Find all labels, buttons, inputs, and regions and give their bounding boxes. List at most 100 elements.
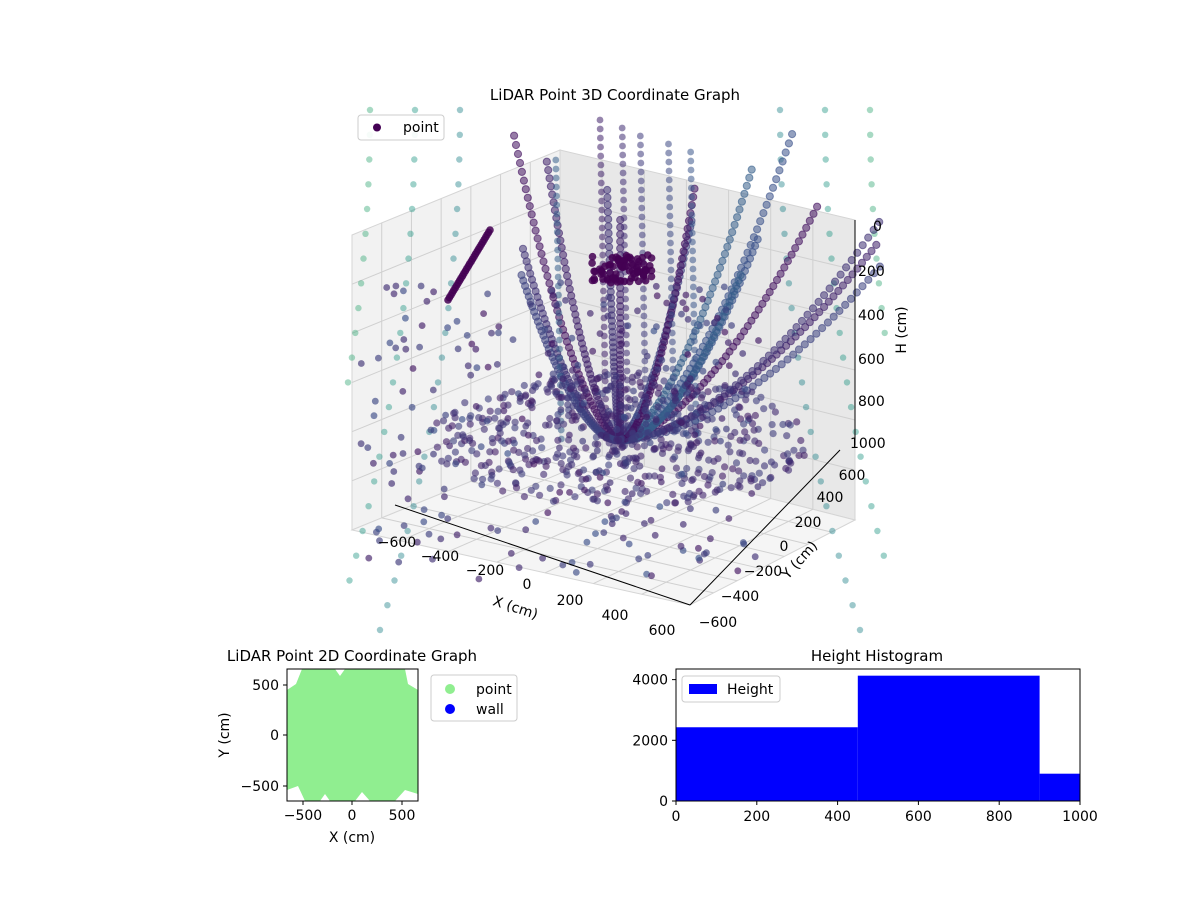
x-tick-label: 600 — [649, 623, 676, 639]
histogram-bar — [857, 675, 1040, 801]
data-point — [456, 106, 464, 114]
data-point — [682, 430, 690, 437]
data-point — [461, 458, 469, 466]
data-point — [724, 441, 732, 449]
data-point — [864, 275, 873, 284]
data-point — [760, 405, 768, 413]
data-point — [542, 157, 551, 166]
data-point — [712, 426, 720, 433]
data-point — [695, 554, 703, 562]
data-point — [666, 221, 674, 229]
data-point — [470, 475, 478, 483]
data-point — [539, 554, 546, 562]
data-point — [761, 446, 769, 454]
data-point — [529, 457, 537, 465]
data-point — [597, 401, 605, 409]
data-point — [400, 304, 407, 312]
data-point — [788, 130, 797, 139]
data-point — [725, 235, 734, 244]
data-point — [751, 553, 759, 561]
data-point — [740, 420, 748, 428]
data-point — [712, 506, 720, 514]
data-point — [651, 445, 660, 453]
data-point — [469, 439, 477, 447]
data-point — [570, 452, 578, 459]
data-point — [371, 478, 378, 485]
data-point — [683, 224, 692, 233]
data-point — [800, 340, 809, 349]
data-point — [385, 403, 393, 411]
data-point — [371, 397, 379, 405]
data-point — [641, 339, 648, 347]
data-point — [690, 301, 698, 309]
histogram-title: Height Histogram — [811, 647, 943, 665]
data-point — [768, 421, 776, 429]
data-point — [690, 412, 698, 421]
data-point — [568, 334, 576, 342]
x-tick-label: 0 — [348, 808, 357, 824]
data-point — [536, 491, 544, 499]
histogram-bar — [676, 727, 858, 801]
data-point — [430, 450, 437, 458]
data-point — [848, 270, 857, 279]
data-point — [515, 448, 523, 456]
data-point — [644, 552, 652, 559]
gap — [320, 794, 330, 801]
data-point — [690, 292, 697, 300]
data-point — [818, 324, 827, 333]
data-point — [544, 388, 552, 396]
data-point — [596, 134, 604, 142]
data-point — [718, 472, 727, 480]
data-point — [357, 440, 365, 448]
data-point — [828, 255, 835, 262]
data-point — [416, 478, 423, 485]
data-point — [344, 379, 352, 386]
data-point — [452, 460, 459, 468]
y-axis-label-2d: Y (cm) — [217, 712, 233, 758]
data-point — [682, 291, 690, 299]
data-point — [389, 451, 397, 459]
data-point — [561, 264, 570, 273]
data-point — [418, 464, 426, 472]
data-point — [675, 268, 684, 277]
data-point — [588, 252, 597, 261]
data-point — [711, 437, 719, 445]
data-point — [574, 391, 582, 399]
data-point — [875, 280, 883, 287]
grid-line — [641, 508, 814, 595]
data-point — [472, 345, 480, 353]
legend-label-point: point — [403, 120, 439, 136]
data-point — [621, 241, 628, 249]
data-point — [689, 238, 696, 246]
data-point — [704, 388, 712, 396]
data-point — [660, 377, 668, 385]
legend-marker-point — [373, 123, 381, 132]
data-point — [622, 295, 629, 303]
z-tick-label: 1000 — [850, 436, 886, 452]
data-point — [489, 439, 497, 447]
data-point — [596, 125, 604, 133]
data-point — [522, 422, 530, 430]
data-point — [717, 395, 725, 404]
data-point — [524, 431, 532, 439]
data-point — [620, 187, 627, 195]
data-point — [667, 440, 675, 448]
data-point — [721, 463, 729, 471]
data-point — [809, 209, 818, 218]
data-point — [623, 358, 631, 366]
chart-3d-title: LiDAR Point 3D Coordinate Graph — [490, 86, 740, 104]
data-point — [779, 420, 787, 429]
x-axis-label-3d: X (cm) — [491, 593, 540, 623]
data-point — [858, 241, 867, 250]
data-point — [609, 274, 618, 283]
y-tick-label: 0 — [270, 728, 279, 744]
data-point — [556, 336, 563, 344]
data-point — [638, 195, 645, 203]
data-point — [742, 396, 750, 404]
data-point — [560, 257, 569, 267]
data-point — [856, 626, 864, 634]
data-point — [366, 156, 373, 163]
data-point — [726, 448, 734, 456]
data-point — [391, 577, 398, 584]
data-point — [791, 244, 800, 253]
